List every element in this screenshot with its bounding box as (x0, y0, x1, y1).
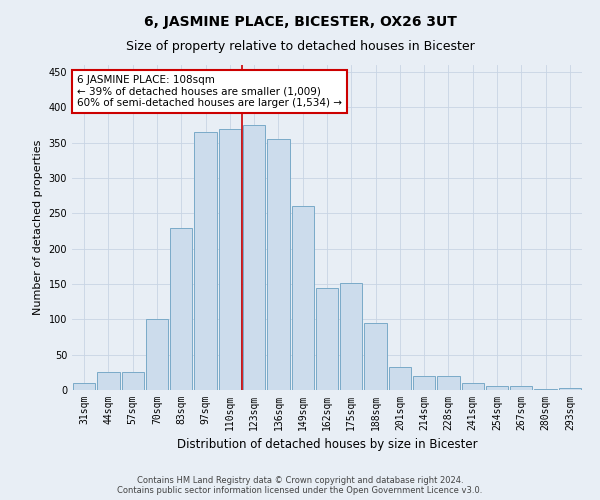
X-axis label: Distribution of detached houses by size in Bicester: Distribution of detached houses by size … (176, 438, 478, 452)
Bar (316, 288, 338, 390)
Bar (218, 128, 241, 390)
Bar (97, 372, 119, 390)
Bar (510, 386, 532, 390)
Bar (535, 388, 557, 390)
Bar (194, 132, 217, 390)
Bar (122, 372, 144, 390)
Bar (146, 320, 168, 390)
Bar (461, 383, 484, 390)
Bar (559, 388, 581, 390)
Y-axis label: Number of detached properties: Number of detached properties (33, 140, 43, 315)
Bar (292, 206, 314, 390)
Bar (267, 139, 290, 390)
Bar (437, 376, 460, 390)
Text: Contains HM Land Registry data © Crown copyright and database right 2024.
Contai: Contains HM Land Registry data © Crown c… (118, 476, 482, 495)
Bar (340, 282, 362, 390)
Text: Size of property relative to detached houses in Bicester: Size of property relative to detached ho… (125, 40, 475, 53)
Text: 6, JASMINE PLACE, BICESTER, OX26 3UT: 6, JASMINE PLACE, BICESTER, OX26 3UT (143, 15, 457, 29)
Bar (389, 366, 411, 390)
Bar (243, 125, 265, 390)
Bar (364, 323, 387, 390)
Text: 6 JASMINE PLACE: 108sqm
← 39% of detached houses are smaller (1,009)
60% of semi: 6 JASMINE PLACE: 108sqm ← 39% of detache… (77, 74, 342, 108)
Bar (73, 383, 95, 390)
Bar (413, 376, 436, 390)
Bar (486, 386, 508, 390)
Bar (170, 228, 193, 390)
